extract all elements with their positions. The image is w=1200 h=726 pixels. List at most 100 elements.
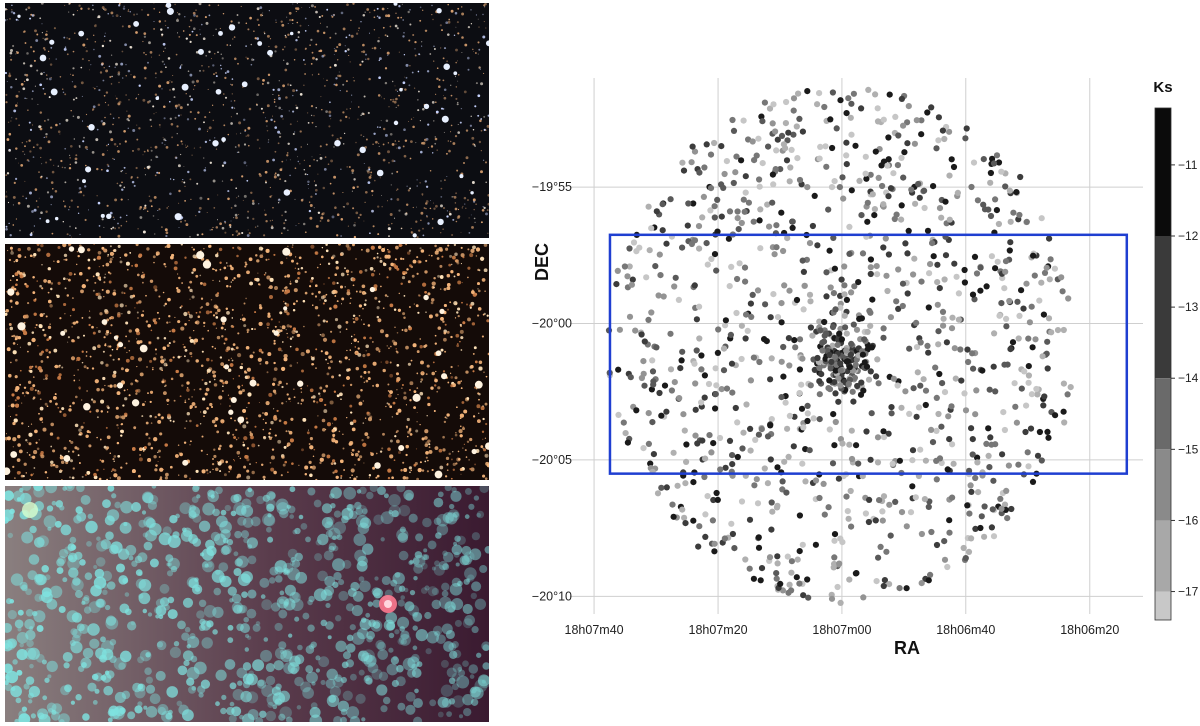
star-point [942,198,949,205]
star-point [1015,461,1022,468]
star-point [843,161,850,168]
star-point [990,477,997,484]
star-point [711,203,718,210]
star-point [848,455,856,463]
star-point [1060,380,1067,387]
colorbar-tick-label: −13 [1178,300,1199,314]
star-point [831,265,839,272]
star-point [979,367,986,374]
star-point [935,410,942,418]
star-point [903,585,910,592]
star-point [960,544,967,552]
star-point [711,548,718,555]
star-point [864,218,871,225]
star-point [758,426,765,433]
star-point [777,166,784,173]
star-point [1046,276,1053,283]
star-point [969,350,976,357]
star-point [848,289,855,296]
star-point [806,447,813,454]
star-point [939,127,947,134]
star-point [847,351,854,358]
star-point [1033,385,1040,393]
star-point [773,244,780,251]
star-point [653,344,660,351]
star-point [754,500,762,507]
star-point [783,157,791,164]
star-point [701,473,708,481]
star-point [761,336,768,343]
star-point [863,428,870,435]
star-point [708,255,715,263]
star-point [943,339,951,346]
star-point [1002,268,1009,275]
star-point [848,187,855,194]
star-point [753,152,760,159]
star-point [884,162,891,169]
star-point [777,580,784,588]
star-point [962,407,970,414]
star-point [758,565,766,572]
star-point [927,571,934,579]
star-point [928,426,935,433]
star-point [964,502,971,509]
star-point [913,117,920,124]
star-point [799,460,806,467]
star-point [902,240,909,247]
star-point [850,321,857,328]
star-point [987,212,995,220]
star-point [888,410,895,417]
star-point [721,535,729,542]
star-point [843,152,850,159]
star-point [750,575,758,582]
star-point [740,196,747,203]
star-point [677,365,684,372]
star-point [929,439,937,446]
star-point [787,164,794,171]
star-point [703,240,710,247]
star-point [880,244,887,251]
star-point [1001,285,1008,292]
star-point [769,171,777,178]
colorbar: −11 −12 −13 −14 −15 −16 −17 [1154,107,1199,621]
star-point [898,216,905,223]
star-point [848,523,855,530]
star-point [768,499,775,506]
star-point [798,405,806,412]
star-point [954,189,962,196]
star-point [764,433,772,440]
star-point [865,86,872,93]
star-point [925,503,932,510]
star-point [755,135,762,142]
star-point [769,508,776,515]
star-point [720,345,728,352]
star-point [788,569,795,576]
star-point [1034,391,1041,398]
star-point [821,511,828,518]
optical-field-image [5,3,489,238]
star-point [831,442,838,449]
star-point [738,219,745,227]
star-point [645,440,653,447]
star-point [1048,329,1055,336]
star-point [974,454,981,461]
star-point [806,240,814,247]
star-point [841,291,848,298]
star-point [951,345,958,352]
star-point [1044,365,1051,372]
star-point [881,577,889,584]
star-point [948,325,956,332]
star-point [1039,353,1046,360]
star-point [1025,372,1032,379]
star-point [840,195,847,202]
star-point [941,556,949,563]
star-point [624,439,632,446]
star-point [1028,303,1035,310]
star-point [849,388,856,395]
star-point [971,253,979,260]
star-point [1023,280,1030,287]
star-point [853,442,860,449]
star-point [980,156,987,163]
star-point [851,374,859,381]
star-point [718,386,725,393]
